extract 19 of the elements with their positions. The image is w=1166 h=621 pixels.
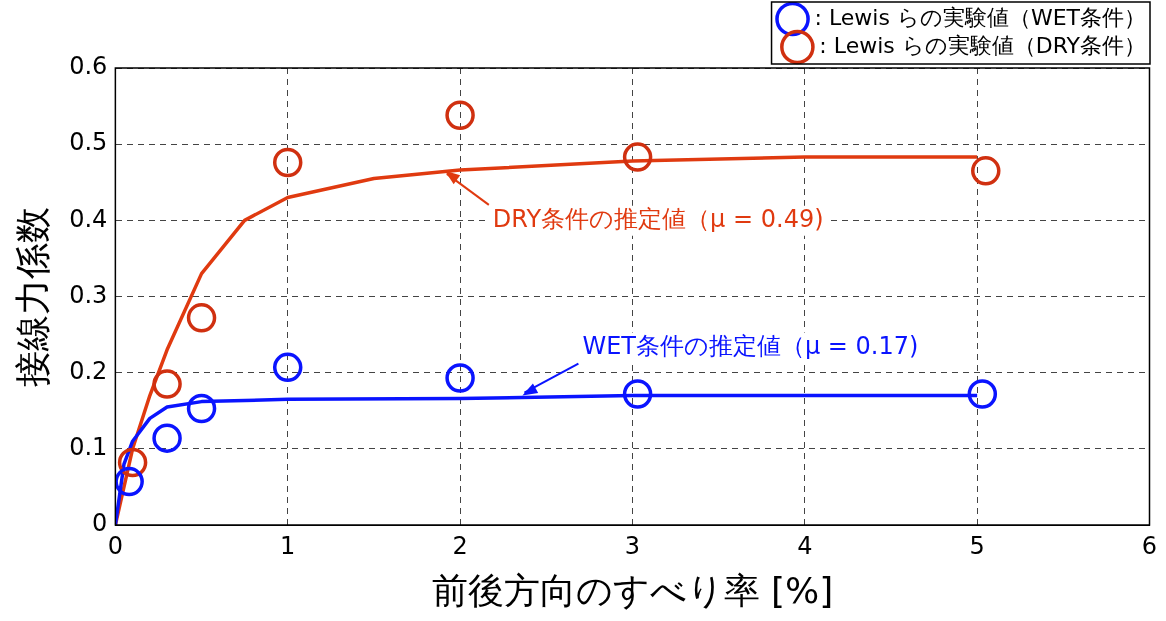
legend-label: : Lewis らの実験値（WET条件） [814,4,1147,30]
y-tick-label: 0.2 [69,356,108,385]
y-tick-label: 0.5 [69,128,108,157]
legend-label: : Lewis らの実験値（DRY条件） [819,32,1147,58]
y-axis-title: 接線力係数 [11,206,53,387]
y-tick-label: 0 [92,509,108,538]
x-tick-label: 3 [624,531,641,560]
x-tick-label: 5 [969,531,985,560]
x-tick-label: 2 [452,531,468,560]
annotation: DRY条件の推定値（μ = 0.49) [492,205,824,234]
annotation: WET条件の推定値（μ = 0.17) [582,331,919,360]
x-tick-label: 6 [1141,531,1158,560]
y-tick-label: 0.6 [69,52,108,81]
x-tick-label: 4 [797,531,813,560]
x-tick-label: 1 [280,531,296,560]
x-axis-title: 前後方向のすべり率 [%] [431,569,834,611]
y-tick-label: 0.4 [69,204,108,233]
y-tick-label: 0.3 [69,280,108,309]
y-tick-label: 0.1 [69,433,108,462]
